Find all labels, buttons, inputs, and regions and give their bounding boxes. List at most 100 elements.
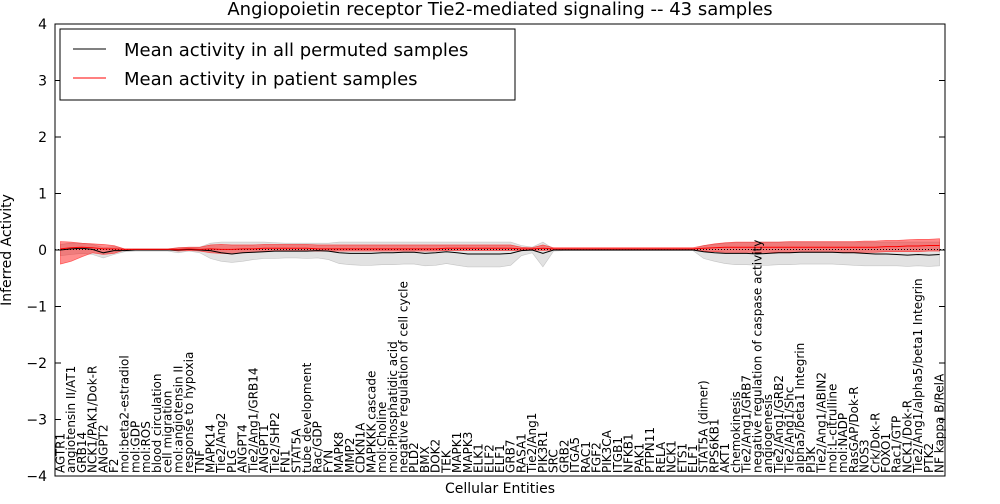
x-tick-label: NCK1 bbox=[665, 440, 679, 473]
x-tick-label: NCK1/Dok-R bbox=[901, 400, 915, 473]
x-tick-label: NOS3 bbox=[858, 439, 872, 473]
x-tick-label: TNF bbox=[193, 450, 207, 474]
x-tick-label: RELA bbox=[654, 441, 668, 473]
x-tick-label: mol:ROS bbox=[139, 421, 153, 473]
legend: Mean activity in all permuted samples Me… bbox=[59, 28, 516, 101]
x-tick-label: mol:NADP bbox=[836, 413, 850, 473]
x-tick-label: angiogenesis bbox=[761, 394, 775, 473]
x-tick-label: STAT5A bbox=[289, 428, 303, 473]
x-tick-label: Rac/GDP bbox=[311, 421, 325, 473]
x-tick-label: FYN bbox=[321, 450, 335, 473]
x-tick-label: ANGPT4 bbox=[236, 424, 250, 473]
x-tick-label: NCK1/PAK1/Dok-R bbox=[86, 366, 100, 473]
plot-frame bbox=[54, 23, 946, 477]
y-tick-label: 0 bbox=[38, 243, 47, 259]
x-tick-label: MAPK14 bbox=[204, 424, 218, 473]
x-tick-label: Tie2/Ang1/ABIN2 bbox=[815, 372, 829, 474]
x-tick-label: FGF2 bbox=[590, 442, 604, 473]
x-tick-label: GRB2 bbox=[557, 439, 571, 473]
x-tick-label: AKT1 bbox=[718, 443, 732, 473]
series-line-0 bbox=[60, 247, 940, 256]
y-tick-label: 1 bbox=[38, 187, 47, 203]
x-tick-label: PLG bbox=[225, 450, 239, 473]
x-tick-label: Tie2/Ang2 bbox=[214, 413, 228, 474]
y-tick-label: −3 bbox=[26, 413, 47, 429]
x-tick-label: PTK2 bbox=[922, 443, 936, 473]
x-tick-label: MAPK8 bbox=[332, 432, 346, 473]
x-tick-label: TEK bbox=[439, 449, 453, 474]
x-tick-label: ELF1 bbox=[686, 444, 700, 473]
x-tick-label: ELF2 bbox=[482, 444, 496, 473]
x-tick-label: F2 bbox=[107, 458, 121, 473]
x-tick-label: mol:GDP bbox=[128, 421, 142, 473]
x-tick-label: negative regulation of caspase activity bbox=[750, 240, 764, 473]
x-tick-label: PI3K bbox=[804, 446, 818, 473]
x-tick-label: RASA1 bbox=[514, 433, 528, 473]
x-tick-label: SRC bbox=[547, 449, 561, 473]
x-tick-label: PLD2 bbox=[407, 442, 421, 473]
series-line-1 bbox=[60, 245, 940, 250]
y-tick-label: 2 bbox=[38, 130, 47, 146]
x-tick-label: Tie2/Ang1 bbox=[525, 413, 539, 474]
y-tick-label: 3 bbox=[38, 74, 47, 90]
x-tick-label: mol:angiotensin II bbox=[171, 366, 185, 473]
x-tick-label: angiotensin II/AT1 bbox=[64, 366, 78, 473]
x-tick-label: ITGA5 bbox=[568, 437, 582, 473]
x-tick-label: Tie2/Ang1/alpha5/beta1 Integrin bbox=[911, 278, 925, 474]
x-tick-label: BMX bbox=[418, 446, 432, 473]
x-tick-label: blood circulation bbox=[150, 373, 164, 473]
x-tick-label: RAC1 bbox=[579, 441, 593, 473]
x-tick-label: GRB7 bbox=[504, 439, 518, 473]
x-tick-label: Tie2/Ang1/GRB14 bbox=[246, 367, 260, 474]
x-tick-label: CDKN1A bbox=[354, 422, 368, 473]
x-tick-label: negative regulation of cell cycle bbox=[397, 281, 411, 473]
x-tick-label: PTPN11 bbox=[643, 427, 657, 473]
x-tick-label: alpha5/beta1 Integrin bbox=[793, 343, 807, 473]
x-tick-label: NF kappa B/RelA bbox=[933, 373, 947, 473]
x-tick-label: Tie2/Ang1/GRB7 bbox=[740, 375, 754, 474]
legend-box bbox=[59, 28, 516, 101]
x-tick-label: cell migration bbox=[161, 391, 175, 473]
x-tick-label: ETS1 bbox=[675, 443, 689, 473]
x-tick-label: PIK3R1 bbox=[536, 431, 550, 473]
x-tick-label: Tie2/Ang1/GRB2 bbox=[772, 375, 786, 474]
x-tick-label: mol:L-citrulline bbox=[825, 384, 839, 473]
x-tick-label: Rac1/GTP bbox=[890, 416, 904, 473]
x-tick-label: ELF1 bbox=[493, 444, 507, 473]
x-tick-label: response to hypoxia bbox=[182, 352, 196, 473]
x-tick-label: Tie2/Ang1/Shc bbox=[783, 387, 797, 474]
x-tick-label: mol:beta2-estradiol bbox=[118, 355, 132, 473]
x-tick-label: MAPK1 bbox=[450, 432, 464, 473]
x-tick-label: mol:Choline bbox=[375, 402, 389, 473]
y-axis-ticks: 4 3 2 1 0 −1 −2 −3 −4 bbox=[26, 17, 945, 485]
y-tick-label: −4 bbox=[26, 469, 47, 485]
x-tick-label: MAPK3 bbox=[461, 432, 475, 473]
x-tick-label: FN1 bbox=[279, 449, 293, 473]
x-tick-label: RasGAP/Dok-R bbox=[847, 386, 861, 473]
x-tick-label: ANGPT1 bbox=[257, 424, 271, 473]
x-tick-label: MAPKKK cascade bbox=[364, 371, 378, 473]
x-tick-label: GRB14 bbox=[75, 432, 89, 473]
chart-title: Angiopoietin receptor Tie2-mediated sign… bbox=[227, 0, 772, 20]
x-tick-label: chemokinesis bbox=[729, 391, 743, 473]
band-1 bbox=[60, 238, 940, 265]
x-tick-label: DOK2 bbox=[429, 439, 443, 473]
y-tick-label: 4 bbox=[38, 17, 47, 33]
y-tick-label: −2 bbox=[26, 356, 47, 372]
x-tick-label: STAT5A (dimer) bbox=[697, 380, 711, 473]
x-tick-label: RPS6KB1 bbox=[708, 418, 722, 473]
x-tick-label: AGTR1 bbox=[53, 433, 67, 473]
x-tick-label: Crk/Dok-R bbox=[868, 412, 882, 473]
legend-label-patient: Mean activity in patient samples bbox=[124, 69, 418, 90]
y-tick-label: −1 bbox=[26, 300, 47, 316]
x-tick-label: PAK1 bbox=[632, 443, 646, 473]
x-tick-label: NFKB1 bbox=[622, 433, 636, 473]
x-tick-label: FOXO1 bbox=[879, 433, 893, 473]
x-tick-label: tube development bbox=[300, 362, 314, 473]
x-tick-label: PIK3CA bbox=[600, 429, 614, 473]
y-axis-label: Inferred Activity bbox=[0, 194, 15, 306]
x-tick-label: ELK1 bbox=[472, 443, 486, 473]
x-axis-label: Cellular Entities bbox=[445, 481, 555, 497]
